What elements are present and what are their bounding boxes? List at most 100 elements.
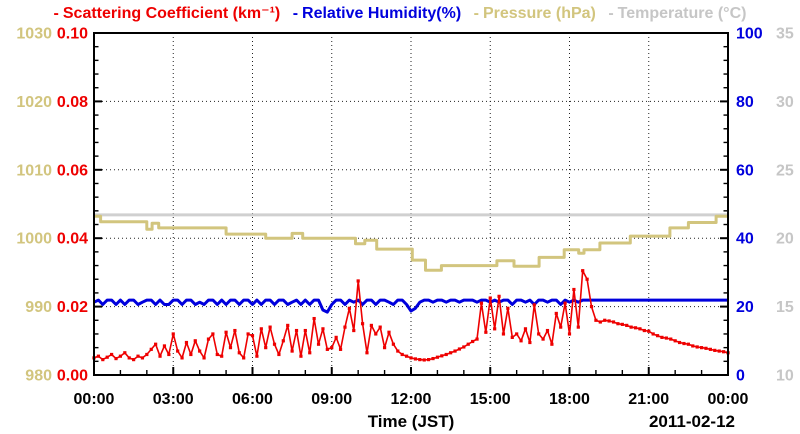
series-scattering-marker bbox=[272, 342, 277, 346]
series-scattering-marker bbox=[422, 358, 426, 362]
series-scattering-marker bbox=[132, 358, 136, 362]
series-scattering-marker bbox=[347, 306, 351, 310]
y-tick-label-temperature: 25 bbox=[776, 162, 794, 179]
legend-label-temperature: Temperature (°C) bbox=[617, 5, 747, 22]
x-tick-label: 12:00 bbox=[391, 391, 432, 408]
series-scattering-marker bbox=[189, 352, 193, 357]
series-scattering-marker bbox=[404, 354, 409, 358]
y-tick-label-scattering: 0.04 bbox=[57, 231, 88, 248]
x-tick-label: 15:00 bbox=[470, 391, 511, 408]
x-axis-title: Time (JST) bbox=[368, 412, 455, 431]
series-scattering-marker bbox=[206, 337, 211, 341]
series-scattering-marker bbox=[611, 320, 616, 324]
series-scattering-marker bbox=[316, 342, 321, 346]
series-scattering-marker bbox=[686, 342, 690, 346]
series-scattering-marker bbox=[519, 339, 523, 343]
series-scattering-marker bbox=[250, 334, 255, 338]
series-scattering-marker bbox=[576, 325, 580, 329]
series-scattering-marker bbox=[193, 339, 197, 343]
series-scattering-marker bbox=[180, 356, 184, 360]
series-scattering-marker bbox=[198, 349, 202, 353]
series-scattering-marker bbox=[101, 358, 105, 362]
series-scattering-marker bbox=[154, 342, 158, 346]
series-scattering-marker bbox=[550, 342, 554, 346]
series-scattering-marker bbox=[603, 318, 607, 322]
y-tick-label-humidity: 60 bbox=[736, 162, 754, 179]
series-scattering-marker bbox=[629, 325, 633, 329]
legend: - Scattering Coefficient (km⁻¹) - Relative… bbox=[0, 3, 800, 23]
series-scattering-marker bbox=[418, 358, 422, 362]
pressure-line-swatch: - bbox=[473, 5, 479, 22]
series-scattering-marker bbox=[567, 332, 572, 336]
series-scattering-marker bbox=[281, 339, 285, 343]
series-scattering-marker bbox=[708, 347, 712, 351]
series-scattering-marker bbox=[330, 346, 334, 350]
series-scattering-marker bbox=[360, 322, 365, 326]
y-tick-label-temperature: 20 bbox=[776, 231, 794, 248]
legend-label-scattering: Scattering Coefficient (km⁻¹) bbox=[62, 5, 281, 22]
legend-item-humidity: - Relative Humidity(%) bbox=[293, 5, 461, 23]
y-tick-label-humidity: 40 bbox=[736, 231, 754, 248]
series-scattering-marker bbox=[118, 354, 123, 358]
series-scattering-marker bbox=[633, 326, 638, 330]
y-tick-label-temperature: 30 bbox=[776, 94, 794, 111]
series-scattering-marker bbox=[431, 356, 435, 361]
series-scattering-marker bbox=[677, 340, 682, 345]
series-scattering-marker bbox=[158, 354, 162, 358]
series-scattering-marker bbox=[528, 340, 532, 345]
x-tick-label: 18:00 bbox=[549, 391, 590, 408]
series-scattering-marker bbox=[224, 330, 228, 334]
scattering-line-swatch: - bbox=[53, 5, 59, 22]
series-scattering-marker bbox=[145, 352, 149, 357]
y-tick-label-humidity: 100 bbox=[736, 26, 763, 43]
series-scattering-marker bbox=[211, 332, 215, 336]
series-scattering-marker bbox=[449, 351, 453, 355]
series-scattering-marker bbox=[598, 320, 602, 324]
y-tick-label-humidity: 0 bbox=[736, 368, 745, 385]
legend-label-pressure: Pressure (hPa) bbox=[482, 5, 596, 22]
series-scattering-marker bbox=[607, 319, 611, 323]
series-scattering-marker bbox=[545, 328, 550, 333]
series-scattering-marker bbox=[374, 332, 378, 336]
series-scattering-marker bbox=[387, 330, 391, 334]
series-scattering-marker bbox=[493, 327, 497, 331]
series-scattering-marker bbox=[510, 335, 514, 339]
series-scattering-marker bbox=[299, 354, 303, 358]
series-scattering-marker bbox=[140, 356, 145, 360]
series-scattering-marker bbox=[440, 354, 444, 358]
legend-label-humidity: Relative Humidity(%) bbox=[302, 5, 462, 22]
series-scattering-marker bbox=[123, 351, 127, 355]
series-scattering-marker bbox=[114, 356, 118, 361]
y-tick-label-scattering: 0.02 bbox=[57, 299, 88, 316]
series-scattering-marker bbox=[444, 352, 448, 357]
series-scattering-marker bbox=[127, 356, 131, 360]
series-scattering-marker bbox=[713, 348, 717, 352]
series-scattering-marker bbox=[184, 340, 189, 345]
y-tick-label-humidity: 80 bbox=[736, 94, 754, 111]
series-scattering-marker bbox=[352, 328, 356, 333]
legend-item-temperature: - Temperature (°C) bbox=[608, 5, 746, 23]
y-tick-label-temperature: 15 bbox=[776, 299, 794, 316]
series-scattering-marker bbox=[242, 356, 246, 360]
y-tick-label-pressure: 1000 bbox=[16, 231, 52, 248]
series-scattering-marker bbox=[695, 345, 699, 349]
series-scattering-marker bbox=[541, 337, 545, 341]
y-tick-label-scattering: 0.06 bbox=[57, 162, 88, 179]
legend-item-scattering: - Scattering Coefficient (km⁻¹) bbox=[54, 3, 281, 23]
series-scattering-line bbox=[93, 269, 729, 361]
series-scattering-marker bbox=[475, 337, 479, 341]
series-scattering-marker bbox=[396, 349, 400, 353]
series-scattering-marker bbox=[176, 349, 180, 353]
series-scattering-marker bbox=[704, 346, 708, 350]
y-tick-label-scattering: 0.08 bbox=[57, 94, 88, 111]
series-scattering-marker bbox=[585, 277, 589, 281]
series-scattering-marker bbox=[96, 354, 101, 358]
series-scattering-marker bbox=[162, 344, 167, 348]
series-scattering-marker bbox=[466, 342, 470, 346]
series-scattering-marker bbox=[294, 328, 299, 333]
series-scattering-marker bbox=[669, 337, 673, 341]
y-tick-label-temperature: 35 bbox=[776, 26, 794, 43]
series-scattering-marker bbox=[682, 341, 686, 346]
series-scattering-marker bbox=[220, 354, 224, 358]
